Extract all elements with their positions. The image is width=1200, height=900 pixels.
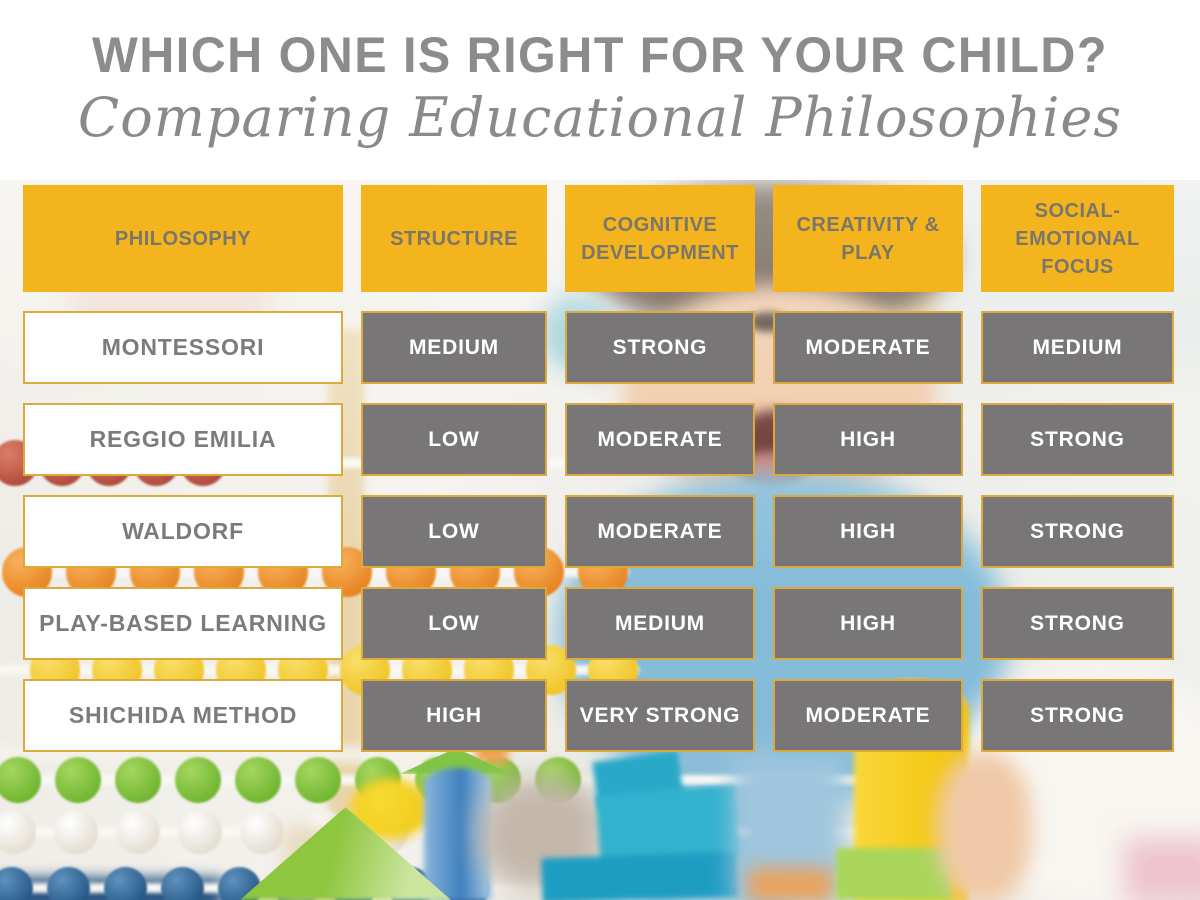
abacus-bead-green xyxy=(175,757,221,803)
abacus-bead-green xyxy=(295,757,341,803)
abacus-bead-white xyxy=(116,810,160,854)
rating-cell: MEDIUM xyxy=(361,311,547,384)
philosophy-cell: WALDORF xyxy=(23,495,343,568)
philosophy-cell: MONTESSORI xyxy=(23,311,343,384)
rating-cell: HIGH xyxy=(361,679,547,752)
abacus-bead-green xyxy=(115,757,161,803)
column-header-philosophy: PHILOSOPHY xyxy=(23,185,343,292)
rating-cell: MODERATE xyxy=(773,311,963,384)
philosophy-cell: PLAY-BASED LEARNING xyxy=(23,587,343,660)
column-header-structure: STRUCTURE xyxy=(361,185,547,292)
abacus-bead-blue xyxy=(161,866,204,900)
rating-cell: STRONG xyxy=(981,679,1174,752)
rating-cell: STRONG xyxy=(981,495,1174,568)
toy-cube-green xyxy=(836,848,952,900)
abacus-bead-blue xyxy=(0,866,33,900)
abacus-bead-white xyxy=(54,810,98,854)
rating-cell: LOW xyxy=(361,403,547,476)
column-header-social-emotional-focus: SOCIAL-EMOTIONAL FOCUS xyxy=(981,185,1174,292)
comparison-table: PHILOSOPHY STRUCTURE COGNITIVE DEVELOPME… xyxy=(23,185,1174,752)
rating-cell: STRONG xyxy=(565,311,755,384)
column-header-creativity-play: CREATIVITY & PLAY xyxy=(773,185,963,292)
orange-blob xyxy=(748,868,833,900)
rating-cell: HIGH xyxy=(773,587,963,660)
abacus-bead-white xyxy=(178,810,222,854)
rating-cell: STRONG xyxy=(981,587,1174,660)
rating-cell: MEDIUM xyxy=(981,311,1174,384)
page-subtitle: Comparing Educational Philosophies xyxy=(77,86,1123,149)
rating-cell: LOW xyxy=(361,495,547,568)
abacus-bead-white xyxy=(0,810,36,854)
rating-cell: LOW xyxy=(361,587,547,660)
child-hand-blur xyxy=(936,752,1032,900)
page-title: WHICH ONE IS RIGHT FOR YOUR CHILD? xyxy=(92,27,1108,83)
rating-cell: HIGH xyxy=(773,495,963,568)
abacus-bead-green xyxy=(55,757,101,803)
rating-cell: MODERATE xyxy=(773,679,963,752)
title-block: WHICH ONE IS RIGHT FOR YOUR CHILD? Compa… xyxy=(0,0,1200,180)
rating-cell: VERY STRONG xyxy=(565,679,755,752)
rating-cell: MODERATE xyxy=(565,495,755,568)
abacus-bead-blue xyxy=(47,866,90,900)
abacus-bead-green xyxy=(235,757,281,803)
abacus-rod xyxy=(0,567,629,577)
pink-corner-blur xyxy=(1124,838,1200,900)
rating-cell: MODERATE xyxy=(565,403,755,476)
abacus-bead-white xyxy=(240,810,284,854)
abacus-bead-blue xyxy=(104,866,147,900)
toy-block-teal-base xyxy=(541,851,739,900)
rating-cell: STRONG xyxy=(981,403,1174,476)
philosophy-cell: REGGIO EMILIA xyxy=(23,403,343,476)
column-header-cognitive-development: COGNITIVE DEVELOPMENT xyxy=(565,185,755,292)
rating-cell: MEDIUM xyxy=(565,587,755,660)
philosophy-cell: SHICHIDA METHOD xyxy=(23,679,343,752)
rating-cell: HIGH xyxy=(773,403,963,476)
abacus-bead-green xyxy=(0,757,41,803)
